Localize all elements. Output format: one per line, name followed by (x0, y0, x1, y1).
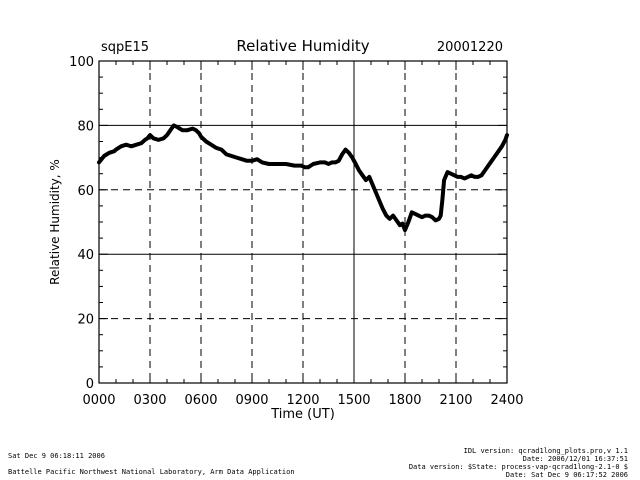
x-tick-labels: 0000 0300 0600 0900 1200 1500 1800 2100 2400 (82, 393, 523, 408)
x-tick-label: 1800 (388, 393, 421, 408)
x-tick-label: 1200 (286, 393, 319, 408)
footer-idl-date: Date: 2006/12/01 16:37:51 (522, 455, 628, 463)
y-tick-label: 40 (77, 248, 94, 263)
relative-humidity-line (97, 123, 509, 233)
x-tick-label: 2400 (490, 393, 523, 408)
y-tick-labels: 0 20 40 60 80 100 (69, 55, 94, 392)
y-tick-label: 60 (77, 184, 94, 199)
footer-idl-version: IDL version: qcrad1long_plots.pro,v 1.1 (463, 447, 628, 455)
chart-title: Relative Humidity (236, 37, 369, 55)
footer-data-date: Date: Sat Dec 9 06:17:52 2006 (505, 471, 628, 479)
site-label: sqpE15 (101, 40, 149, 55)
date-label: 20001220 (437, 40, 503, 55)
x-tick-label: 0300 (133, 393, 166, 408)
y-tick-label: 20 (77, 313, 94, 328)
axis-ticks (98, 60, 508, 384)
footer-institution: Battelle Pacific Northwest National Labo… (8, 468, 295, 476)
x-tick-label: 2100 (439, 393, 472, 408)
x-tick-label: 0000 (82, 393, 115, 408)
y-tick-label: 80 (77, 119, 94, 134)
x-tick-label: 0900 (235, 393, 268, 408)
y-tick-label: 100 (69, 55, 94, 70)
footer-data-version: Data version: $State: process-vap-qcrad1… (408, 463, 628, 471)
y-tick-label: 0 (86, 377, 94, 392)
x-tick-label: 0600 (184, 393, 217, 408)
x-axis-label: Time (UT) (270, 407, 335, 422)
footer-run-time: Sat Dec 9 06:18:11 2006 (8, 452, 105, 460)
y-axis-label: Relative Humidity, % (48, 159, 62, 285)
x-tick-label: 1500 (337, 393, 370, 408)
grid-lines (99, 61, 507, 383)
